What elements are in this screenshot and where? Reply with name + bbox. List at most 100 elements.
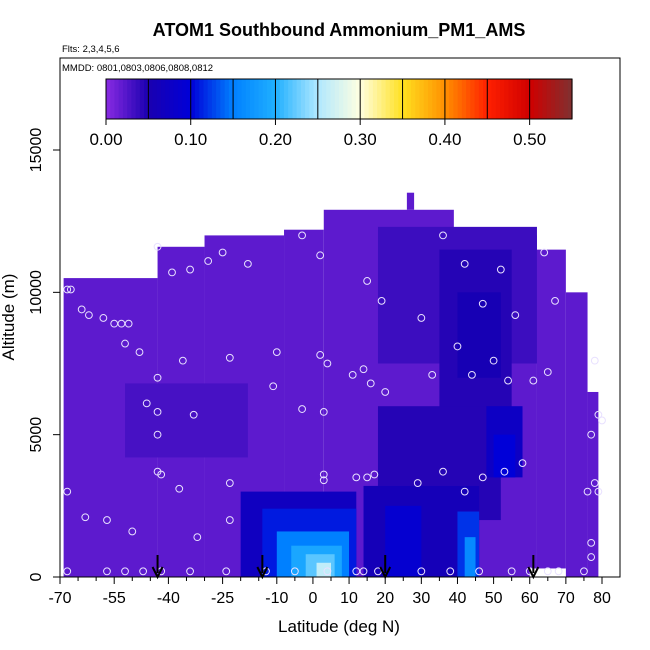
sample-point [489, 356, 498, 365]
colorbar-segment [440, 79, 446, 119]
colorbar-segment [368, 79, 374, 119]
x-tick-label: 20 [376, 590, 394, 607]
colorbar-segment [339, 79, 344, 119]
colorbar-segment [491, 79, 497, 119]
flights-label: Flts: 2,3,4,5,6 [62, 44, 120, 55]
sample-point [319, 470, 328, 479]
colorbar-segment [415, 79, 421, 119]
field-patch [385, 505, 422, 577]
colorbar-segment [529, 79, 535, 119]
colorbar-segment [118, 79, 124, 119]
colorbar-segment [432, 79, 438, 119]
sample-point [63, 487, 72, 496]
sample-point [139, 567, 148, 576]
colorbar-segment [372, 79, 378, 119]
colorbar-segment [444, 79, 450, 119]
colorbar-segment [423, 79, 429, 119]
colorbar-segment [474, 79, 480, 119]
sample-point [269, 382, 278, 391]
colorbar-segment [300, 79, 306, 119]
colorbar-segment [487, 79, 493, 119]
sample-point [128, 527, 137, 536]
sample-point [363, 473, 372, 482]
dates-label: MMDD: 0801,0803,0806,0808,0812 [62, 63, 213, 74]
colorbar [105, 78, 573, 120]
sample-point [428, 370, 437, 379]
field-column [587, 391, 599, 577]
sample-point [370, 470, 379, 479]
sample-point [507, 567, 516, 576]
sample-point [352, 473, 361, 482]
colorbar-segment [466, 79, 471, 119]
colorbar-segment [521, 79, 526, 119]
colorbar-segment [313, 79, 319, 119]
y-tick-label: 0 [28, 572, 45, 581]
colorbar-segment [165, 79, 171, 119]
colorbar-segment [385, 79, 391, 119]
sample-point [598, 416, 606, 425]
colorbar-segment [207, 79, 213, 119]
sample-point [587, 430, 596, 439]
colorbar-tick-label: 0.50 [513, 130, 546, 149]
sample-point [178, 356, 187, 365]
colorbar-segment [478, 79, 484, 119]
sample-point [413, 479, 422, 487]
x-tick-label: -70 [48, 590, 71, 607]
colorbar-segment [110, 79, 116, 119]
sample-point [243, 259, 252, 268]
sample-point [554, 567, 563, 576]
sample-point [189, 410, 198, 419]
sample-point [323, 567, 332, 576]
x-tick-label: 30 [412, 590, 430, 607]
sample-point [359, 567, 368, 576]
sample-point [225, 516, 234, 524]
colorbar-segment [355, 79, 361, 119]
sample-point [85, 311, 93, 320]
colorbar-segment [402, 79, 408, 119]
sample-point [319, 407, 328, 416]
colorbar-segment [173, 79, 179, 119]
sample-point [272, 348, 281, 357]
sample-point [153, 407, 162, 416]
sample-point [460, 259, 469, 268]
colorbar-segment [199, 79, 205, 119]
sample-point [590, 356, 599, 365]
sample-point [225, 353, 234, 362]
sample-point [153, 242, 162, 251]
sample-point [218, 248, 227, 257]
colorbar-segment [305, 79, 310, 119]
colorbar-segment [283, 79, 289, 119]
colorbar-segment [377, 79, 382, 119]
colorbar-segment [419, 79, 425, 119]
sample-point [366, 379, 375, 388]
colorbar-segment [394, 79, 399, 119]
colorbar-segment [194, 79, 200, 119]
sample-point [157, 470, 166, 479]
x-tick-label: -10 [265, 590, 288, 607]
colorbar-segment [347, 79, 353, 119]
colorbar-segment [542, 79, 548, 119]
colorbar-segment [470, 79, 476, 119]
colorbar-segment [161, 79, 166, 119]
colorbar-segment [317, 79, 323, 119]
sample-point [121, 567, 129, 576]
colorbar-segment [381, 79, 387, 119]
colorbar-segment [220, 79, 226, 119]
colorbar-segment [279, 79, 285, 119]
sample-point [468, 370, 476, 379]
sample-point [153, 373, 162, 382]
colorbar-segment [453, 79, 459, 119]
colorbar-segment [309, 79, 315, 119]
sample-point [298, 231, 306, 240]
sample-point [290, 567, 299, 576]
sample-point [446, 567, 455, 576]
sample-point [518, 459, 527, 468]
sample-point [590, 479, 599, 487]
sample-point [77, 305, 86, 314]
x-tick-label: -55 [103, 590, 126, 607]
colorbar-segment [228, 79, 234, 119]
sample-point [583, 487, 592, 496]
colorbar-segment [216, 79, 221, 119]
colorbar-segment [550, 79, 556, 119]
x-axis-label: Latitude (deg N) [278, 617, 400, 636]
